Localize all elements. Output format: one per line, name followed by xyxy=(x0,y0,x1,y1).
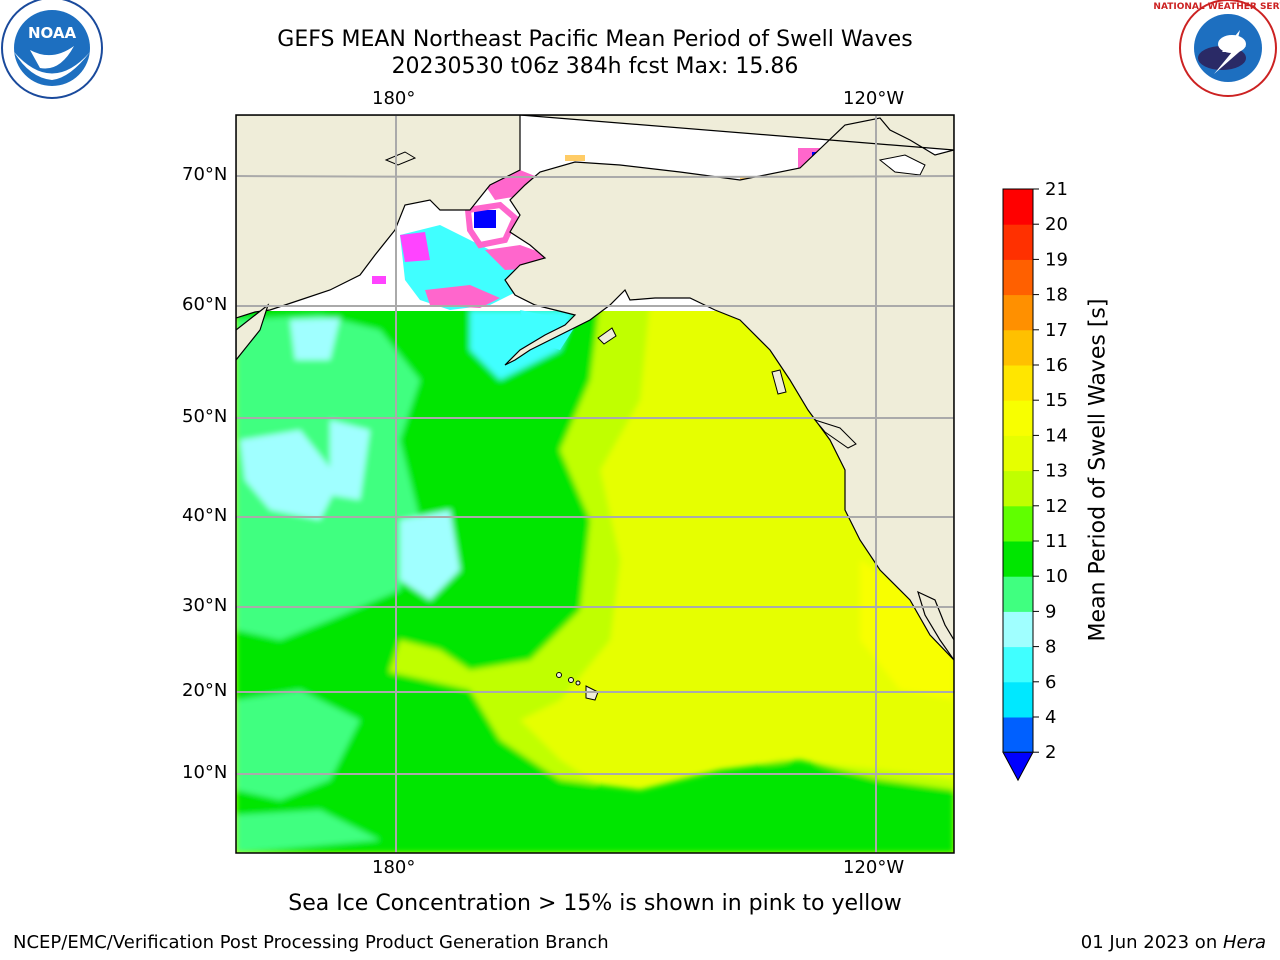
colorbar-bin xyxy=(1003,294,1033,331)
gridlines xyxy=(236,115,954,853)
colorbar-tick-label: 15 xyxy=(1045,390,1068,411)
nws-logo-text: NATIONAL WEATHER SERVICE xyxy=(1153,2,1280,12)
colorbar-bin xyxy=(1003,329,1033,366)
colorbar-tick-label: 6 xyxy=(1045,672,1056,693)
colorbar-bin xyxy=(1003,365,1033,401)
colorbar-tick-label: 4 xyxy=(1045,707,1056,728)
colorbar-bin xyxy=(1003,224,1033,260)
island-kodiak xyxy=(597,327,617,345)
lat-label-30n: 30°N xyxy=(182,595,228,616)
colorbar-tick-label: 8 xyxy=(1045,637,1056,658)
colorbar: 2 4 6 8 9 10 11 12 13 14 15 16 17 18 19 20 21 xyxy=(1002,179,1068,782)
colorbar-tick-label: 14 xyxy=(1045,425,1068,446)
land-north-america xyxy=(504,115,954,661)
colorbar-bin xyxy=(1003,611,1033,648)
lat-label-20n: 20°N xyxy=(182,680,228,701)
title-line-2: 20230530 t06z 384h fcst Max: 15.86 xyxy=(391,54,799,79)
colorbar-tick-label: 17 xyxy=(1045,320,1068,341)
colorbar-extend-triangle xyxy=(1002,751,1034,782)
colorbar-bin xyxy=(1003,576,1033,612)
footer-date: 01 Jun 2023 on Hera xyxy=(1081,932,1266,953)
lat-label-70n: 70°N xyxy=(182,164,228,185)
colorbar-bin xyxy=(1003,259,1033,296)
colorbar-tick-label: 11 xyxy=(1045,531,1068,552)
lon-label-bottom-180: 180° xyxy=(372,857,416,878)
colorbar-bin xyxy=(1003,717,1033,753)
colorbar-bin xyxy=(1003,189,1033,225)
nws-logo: NATIONAL WEATHER SERVICE xyxy=(1153,0,1280,97)
colorbar-bin xyxy=(1003,400,1033,436)
footer-date-text: 01 Jun 2023 on xyxy=(1080,932,1223,953)
footer-credit: NCEP/EMC/Verification Post Processing Pr… xyxy=(13,932,609,953)
lon-label-top-120w: 120°W xyxy=(843,88,905,109)
title-line-1: GEFS MEAN Northeast Pacific Mean Period … xyxy=(277,27,913,52)
map-area xyxy=(236,115,954,853)
lat-label-50n: 50°N xyxy=(182,406,228,427)
colorbar-bin xyxy=(1003,470,1033,507)
colorbar-tick-label: 21 xyxy=(1045,179,1068,200)
island-vancouver xyxy=(813,419,857,449)
colorbar-tick-label: 19 xyxy=(1045,249,1068,270)
colorbar-tick-label: 13 xyxy=(1045,461,1068,482)
colorbar-bin xyxy=(1003,541,1033,577)
colorbar-bin xyxy=(1003,681,1033,718)
noaa-logo: NOAA xyxy=(1,0,103,99)
colorbar-bin xyxy=(1003,505,1033,542)
colorbar-tick-label: 16 xyxy=(1045,355,1068,376)
lon-label-top-180: 180° xyxy=(372,88,416,109)
colorbar-bin xyxy=(1003,435,1033,472)
lat-label-10n: 10°N xyxy=(182,762,228,783)
land-arctic-islands xyxy=(878,154,926,176)
colorbar-tick-label: 2 xyxy=(1045,742,1056,763)
land-baja xyxy=(917,590,954,662)
sea-ice-caption: Sea Ice Concentration > 15% is shown in … xyxy=(288,891,902,916)
colorbar-label: Mean Period of Swell Waves [s] xyxy=(1085,298,1111,642)
swell-period-field xyxy=(236,300,954,853)
island-haida-gwaii xyxy=(771,369,787,395)
lon-label-bottom-120w: 120°W xyxy=(843,857,905,878)
land-siberia-tip xyxy=(236,303,270,361)
footer-machine: Hera xyxy=(1222,932,1266,953)
colorbar-tick-label: 9 xyxy=(1045,601,1056,622)
lat-label-60n: 60°N xyxy=(182,294,228,315)
colorbar-tick-label: 12 xyxy=(1045,496,1068,517)
island-st-lawrence xyxy=(384,151,417,166)
colorbar-tick-label: 18 xyxy=(1045,285,1068,306)
noaa-logo-text: NOAA xyxy=(28,24,77,42)
colorbar-bin xyxy=(1003,646,1033,683)
colorbar-tick-label: 10 xyxy=(1045,566,1068,587)
lat-label-40n: 40°N xyxy=(182,505,228,526)
colorbar-tick-label: 20 xyxy=(1045,214,1068,235)
map-frame xyxy=(235,114,955,854)
